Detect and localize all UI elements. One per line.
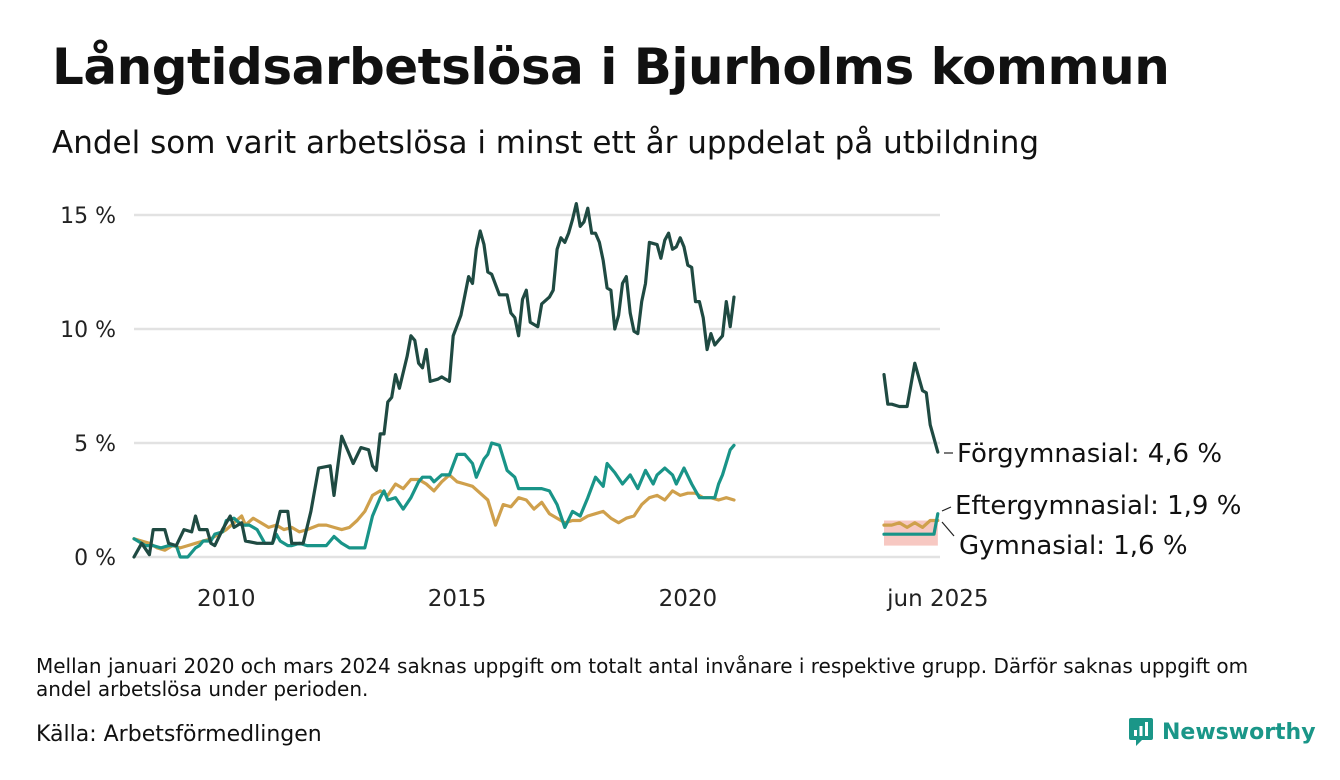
series-line-förgymnasial — [882, 361, 940, 454]
series-line-förgymnasial — [132, 202, 736, 559]
y-tick-label: 15 % — [60, 204, 116, 229]
end-label-förgymnasial: Förgymnasial: 4,6 % — [957, 439, 1222, 469]
brand-logo[interactable]: Newsworthy — [1128, 717, 1316, 747]
newsworthy-logo-icon — [1129, 718, 1153, 746]
label-connector — [941, 506, 952, 512]
end-label-gymnasial: Gymnasial: 1,6 % — [959, 531, 1188, 561]
brand-name: Newsworthy — [1162, 719, 1316, 745]
x-axis-ticks: 2010 2015 2020 jun 2025 — [197, 586, 989, 612]
chart-title: Långtidsarbetslösa i Bjurholms kommun — [52, 38, 1170, 96]
x-tick-label: 2010 — [197, 586, 256, 612]
x-tick-label: 2015 — [428, 586, 487, 612]
y-tick-label: 10 % — [60, 318, 116, 343]
y-axis-ticks: 0 % 5 % 10 % 15 % — [60, 204, 116, 571]
series-line-gymnasial — [882, 518, 940, 530]
source-text: Källa: Arbetsförmedlingen — [36, 722, 322, 747]
series-line-gymnasial — [132, 473, 736, 552]
series-lines — [132, 202, 940, 559]
x-tick-label: jun 2025 — [886, 586, 988, 612]
line-chart: 0 % 5 % 10 % 15 % 2010 2015 2020 jun 2025 Förg… — [60, 202, 1241, 612]
footnote: Mellan januari 2020 och mars 2024 saknas… — [36, 654, 1249, 701]
end-labels: Förgymnasial: 4,6 % Eftergymnasial: 1,9 %… — [941, 439, 1241, 561]
x-tick-label: 2020 — [659, 586, 718, 612]
gridlines — [134, 213, 940, 559]
series-line-eftergymnasial — [882, 512, 940, 536]
label-connector — [941, 521, 955, 537]
y-tick-label: 5 % — [74, 432, 116, 457]
y-tick-label: 0 % — [74, 546, 116, 571]
chart-subtitle: Andel som varit arbetslösa i minst ett å… — [52, 125, 1040, 161]
end-label-eftergymnasial: Eftergymnasial: 1,9 % — [955, 491, 1241, 521]
series-line-eftergymnasial — [132, 441, 736, 559]
